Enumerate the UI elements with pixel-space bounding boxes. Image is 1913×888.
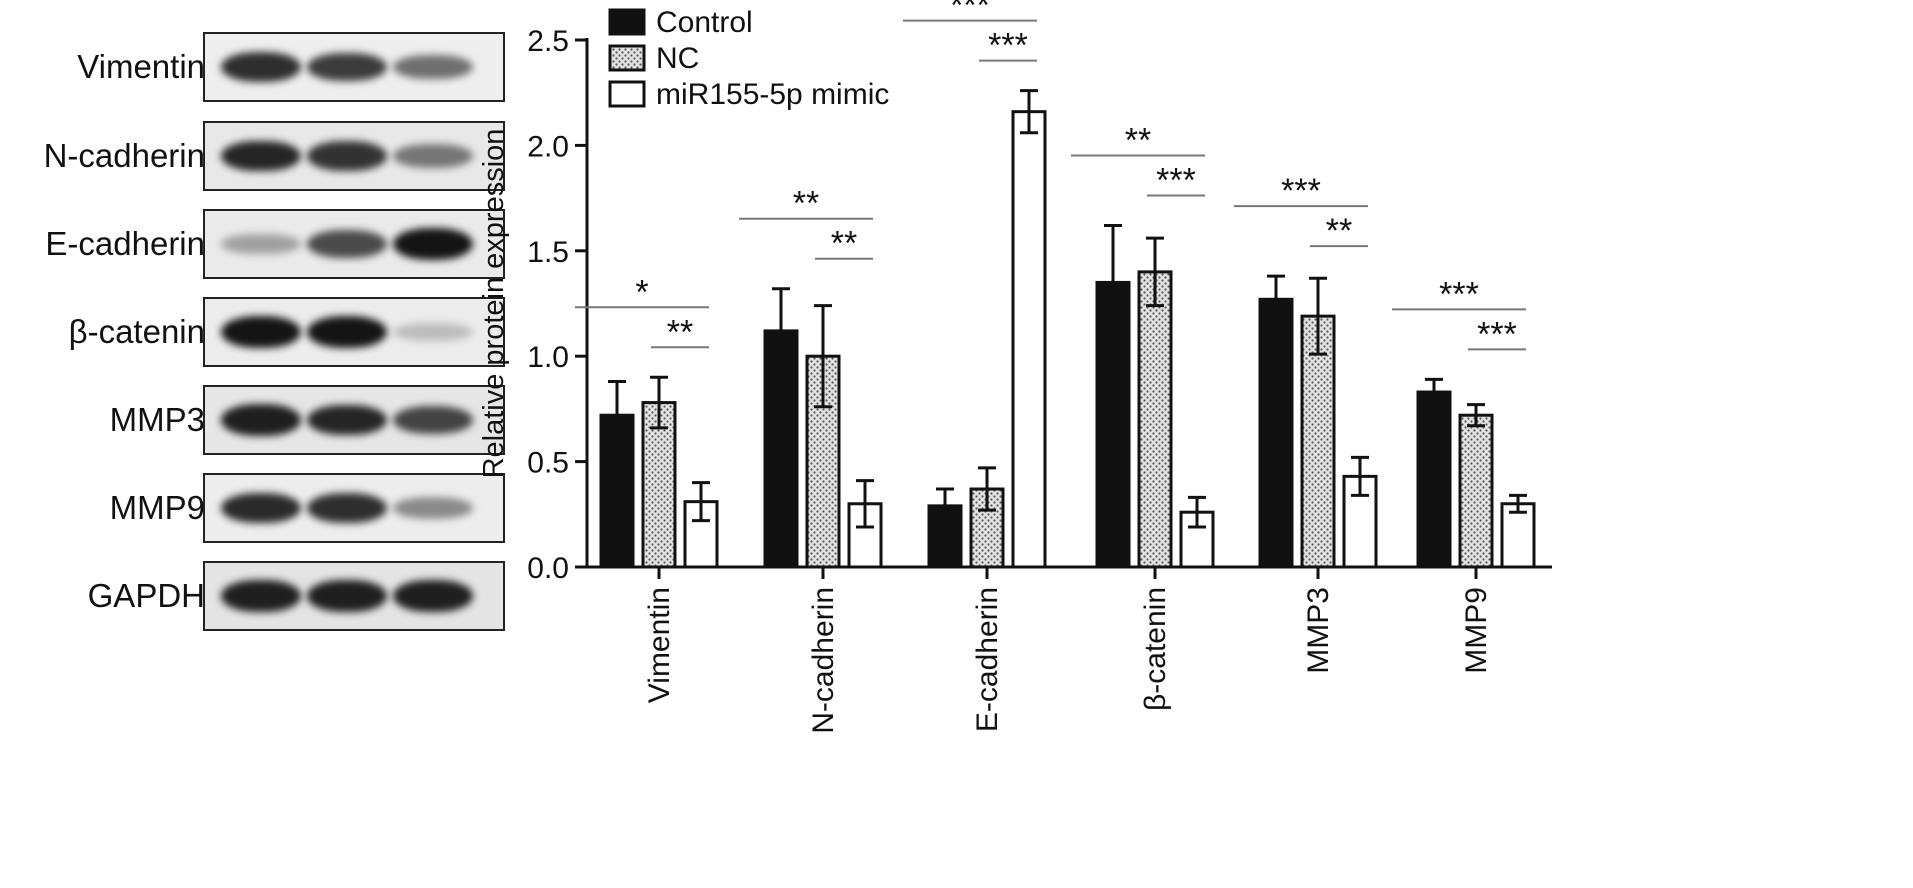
x-tick-label: E-cadherin: [971, 587, 1004, 732]
y-tick-label: 0.5: [527, 447, 569, 480]
bar: [1137, 270, 1173, 569]
blot-band: [307, 52, 387, 82]
y-tick-label: 2.0: [527, 130, 569, 163]
significance-stars: **: [667, 313, 693, 351]
significance-stars: **: [831, 225, 857, 263]
blot-label: N-cadherin: [43, 137, 205, 174]
blot-band: [221, 404, 301, 436]
blot-label: β-catenin: [68, 313, 205, 350]
significance-stars: **: [793, 185, 819, 223]
bar: [1011, 110, 1047, 569]
blot-panel: [203, 473, 505, 543]
significance-stars: **: [1125, 122, 1151, 160]
blot-band: [393, 54, 473, 80]
significance-stars: ***: [950, 0, 990, 25]
y-tick-label: 1.5: [527, 236, 569, 269]
bar: [1458, 413, 1494, 569]
blot-band: [307, 316, 387, 348]
blot-band: [221, 316, 301, 348]
significance-stars: ***: [1439, 275, 1479, 313]
blot-label: Vimentin: [77, 48, 205, 85]
bar: [1416, 390, 1452, 569]
blot-band: [221, 52, 301, 82]
blot-band: [307, 141, 387, 171]
blot-label: GAPDH: [87, 577, 205, 614]
x-tick-label: Vimentin: [643, 587, 676, 703]
x-tick-label: N-cadherin: [807, 587, 840, 734]
blot-band: [393, 323, 473, 341]
significance-stars: ***: [988, 27, 1028, 65]
blot-band: [307, 404, 387, 436]
significance-stars: ***: [1156, 162, 1196, 200]
significance-stars: ***: [1281, 172, 1321, 210]
blot-label: E-cadherin: [45, 225, 205, 262]
blot-band: [393, 228, 473, 260]
blot-band: [393, 496, 473, 520]
blot-panel: [203, 561, 505, 631]
blot-band: [307, 230, 387, 258]
significance-stars: **: [1326, 212, 1352, 250]
x-tick-label: MMP3: [1302, 587, 1335, 674]
significance-stars: *: [635, 273, 648, 311]
x-tick-label: β-catenin: [1139, 587, 1172, 711]
blot-label: MMP9: [109, 489, 205, 526]
blot-band: [221, 492, 301, 524]
blot-panel: [203, 121, 505, 191]
y-tick-label: 2.5: [527, 25, 569, 58]
blot-panel: [203, 297, 505, 367]
blot-band: [221, 233, 301, 255]
legend-swatch: [608, 80, 646, 108]
blot-label: MMP3: [109, 401, 205, 438]
blot-band: [393, 144, 473, 168]
significance-stars: ***: [1477, 315, 1517, 353]
blot-panel: [203, 385, 505, 455]
blot-band: [393, 405, 473, 434]
bar: [1300, 314, 1336, 569]
blot-panel: [203, 209, 505, 279]
y-tick-label: 1.0: [527, 341, 569, 374]
bar: [1258, 297, 1294, 569]
blot-band: [307, 580, 387, 612]
x-tick-label: MMP9: [1460, 587, 1493, 674]
blot-panel: [203, 32, 505, 102]
blot-band: [307, 493, 387, 523]
y-axis-label: Relative protein expression: [478, 129, 510, 479]
blot-band: [393, 580, 473, 612]
legend-swatch: [608, 44, 646, 72]
blot-band: [221, 140, 301, 172]
western-blot: Vimentin N-cadherin E-cadherin β-catenin MMP…: [0, 0, 520, 888]
legend-label: NC: [656, 42, 699, 75]
legend-label: Control: [656, 6, 753, 39]
legend-swatch: [608, 8, 646, 36]
legend-label: miR155-5p mimic: [656, 78, 889, 111]
blot-band: [221, 580, 301, 612]
y-tick-label: 0.0: [527, 552, 569, 585]
